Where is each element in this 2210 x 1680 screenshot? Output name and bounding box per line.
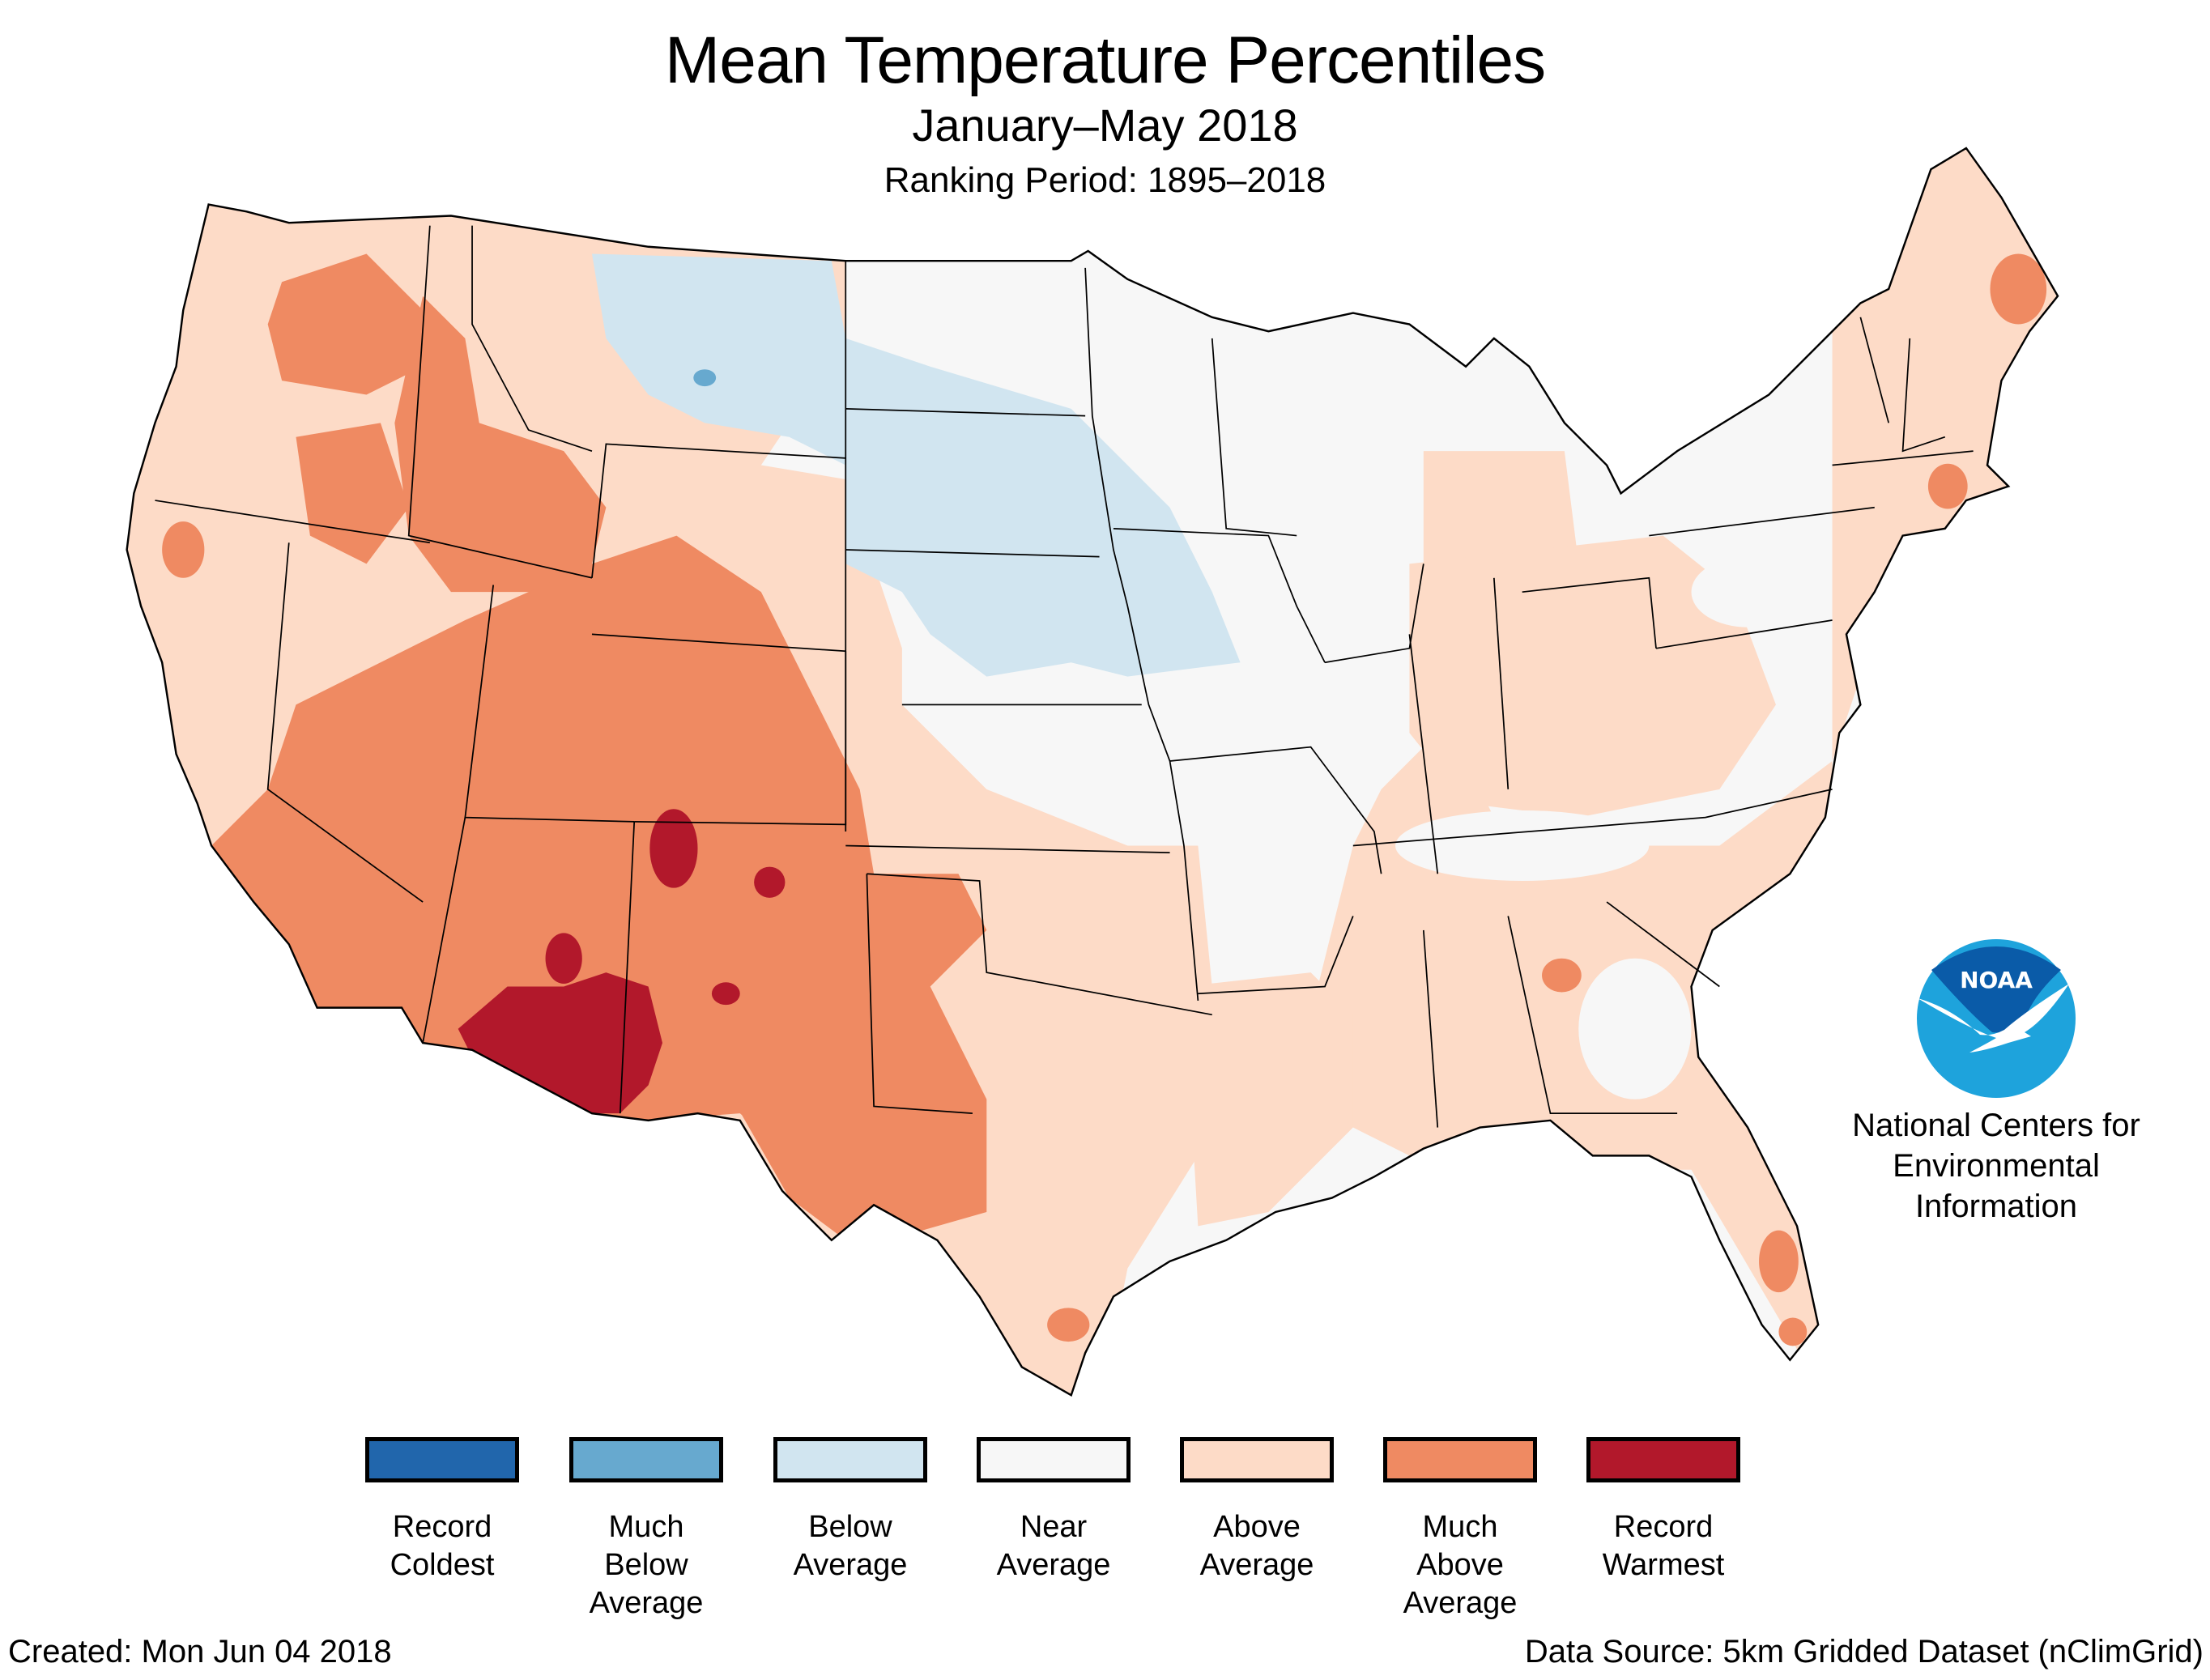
region-record-warmest-az-c: [545, 933, 582, 985]
region-much-above-average-wa: [267, 253, 424, 395]
noaa-logo-bird: [1918, 984, 2069, 1053]
region-much-above-average-tx-coast: [1047, 1308, 1090, 1342]
region-near-average-tn: [1395, 810, 1650, 881]
region-much-above-average-ma: [1927, 463, 1968, 509]
noaa-org-line: Information: [1914, 1189, 2078, 1224]
legend-item-below-average: Below Average: [769, 1437, 931, 1584]
legend-swatch: [569, 1437, 723, 1482]
legend-label-line: Much: [1422, 1510, 1498, 1544]
region-much-above-average-me: [1990, 253, 2047, 325]
region-above-average-midsouth: [1183, 972, 1353, 1227]
legend-label-line: Below: [808, 1510, 892, 1544]
legend-label-line: Record: [1613, 1510, 1714, 1544]
legend-label-line: Near: [1020, 1510, 1088, 1544]
legend-item-much-below-average: Much Below Average: [565, 1437, 727, 1623]
legend-swatch: [365, 1437, 519, 1482]
region-above-average-ohio: [1409, 535, 1776, 818]
region-much-above-average-fl2: [1778, 1317, 1808, 1346]
region-record-warmest-nm-ne: [754, 866, 786, 898]
noaa-org-line: Environmental: [1893, 1148, 2100, 1184]
map-title: Mean Temperature Percentiles: [664, 23, 1546, 97]
noaa-org-name: National Centers for Environmental Infor…: [1814, 1105, 2178, 1227]
ranking-period: Ranking Period: 1895–2018: [884, 160, 1326, 200]
legend-item-near-average: Near Average: [973, 1437, 1135, 1584]
legend-label-line: Average: [589, 1586, 704, 1620]
region-much-above-average-ga: [1542, 958, 1582, 993]
noaa-logo: NOAA: [1917, 939, 2076, 1098]
region-much-above-average-fl: [1759, 1230, 1799, 1293]
state-boundaries: [155, 225, 1974, 1128]
legend-label-line: Coldest: [390, 1548, 495, 1582]
legend-label-line: Average: [1403, 1586, 1518, 1620]
legend-label-line: Average: [793, 1548, 908, 1582]
region-much-above-average-or: [296, 423, 409, 564]
region-much-above-average-id: [394, 296, 607, 593]
region-below-average-plains: [591, 253, 1241, 677]
legend-label-line: Average: [996, 1548, 1111, 1582]
created-date: Created: Mon Jun 04 2018: [8, 1634, 392, 1669]
legend-swatch: [1586, 1437, 1740, 1482]
legend-item-much-above-average: Much Above Average: [1379, 1437, 1541, 1623]
map-subtitle: January–May 2018: [912, 100, 1298, 151]
legend-swatch: [773, 1437, 927, 1482]
legend-label-line: Warmest: [1602, 1548, 1725, 1582]
region-above-average-east: [1297, 147, 2059, 1396]
legend-label-line: Record: [392, 1510, 492, 1544]
legend-item-record-warmest: Record Warmest: [1582, 1437, 1744, 1584]
region-near-average-ga: [1578, 958, 1692, 1099]
legend-label-line: Below: [604, 1548, 688, 1582]
data-source: Data Source: 5km Gridded Dataset (nClimG…: [1524, 1634, 2204, 1669]
noaa-org-line: National Centers for: [1852, 1108, 2140, 1143]
legend-swatch: [1383, 1437, 1537, 1482]
legend-item-above-average: Above Average: [1176, 1437, 1338, 1584]
noaa-logo-top: [1931, 946, 2061, 1033]
legend-label-line: Average: [1199, 1548, 1314, 1582]
region-much-below-average-mt: [693, 369, 717, 387]
region-record-warmest-nm-s: [711, 982, 740, 1006]
noaa-logo-text: NOAA: [1960, 967, 2033, 993]
legend-label-line: Much: [608, 1510, 684, 1544]
region-much-above-average-ca-n: [162, 521, 205, 578]
legend-label-line: Above: [1213, 1510, 1301, 1544]
legend-item-record-coldest: Record Coldest: [361, 1437, 523, 1584]
region-record-warmest-nm-nw: [649, 809, 698, 888]
region-near-average-pa: [1691, 556, 1804, 627]
legend-swatch: [977, 1437, 1131, 1482]
region-much-above-average-sw: [211, 535, 987, 1240]
legend-label-line: Above: [1416, 1548, 1504, 1582]
legend-swatch: [1180, 1437, 1334, 1482]
